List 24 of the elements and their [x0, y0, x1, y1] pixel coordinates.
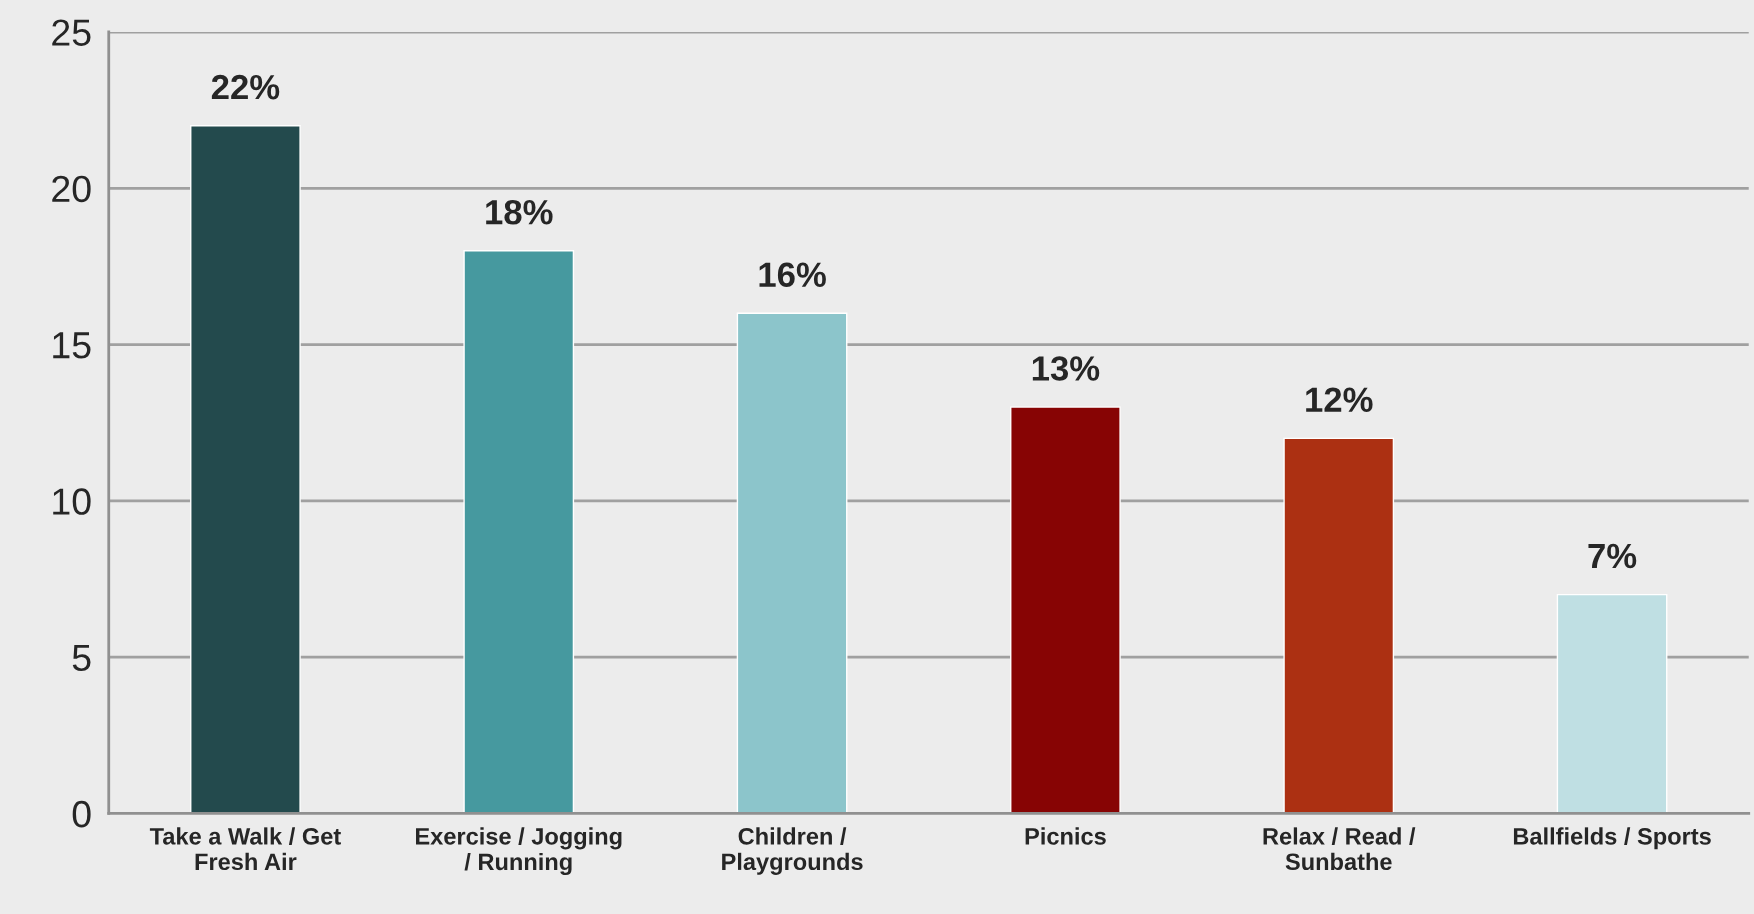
x-tick-label: Children / Playgrounds — [722, 827, 863, 875]
y-tick-label: 15 — [53, 332, 91, 359]
y-tick-label: 25 — [52, 19, 91, 46]
x-tick-label: Exercise / Jogging / Running — [416, 827, 622, 875]
y-tick-label: 5 — [72, 644, 91, 672]
bar — [1010, 406, 1121, 814]
bar — [1283, 437, 1395, 814]
data-label: 12% — [1306, 387, 1373, 412]
data-label: 13% — [1032, 356, 1100, 381]
y-tick-label: 20 — [52, 175, 91, 203]
bar — [463, 250, 575, 814]
data-label: 7% — [1588, 543, 1637, 569]
x-tick-label: Take a Walk / Get Fresh Air — [149, 827, 341, 871]
data-label: 22% — [211, 74, 280, 100]
x-tick-label: Picnics — [1025, 827, 1106, 845]
y-tick-label: 10 — [53, 488, 91, 515]
data-label: 18% — [486, 199, 553, 225]
bar — [190, 125, 301, 814]
y-tick-label: 0 — [72, 800, 91, 828]
x-tick-label: Ballfields / Sports — [1513, 827, 1711, 850]
data-label: 16% — [759, 262, 826, 288]
x-tick-label: Relax / Read / Sunbathe — [1263, 827, 1416, 871]
bar — [736, 312, 848, 814]
bar — [1556, 593, 1668, 814]
